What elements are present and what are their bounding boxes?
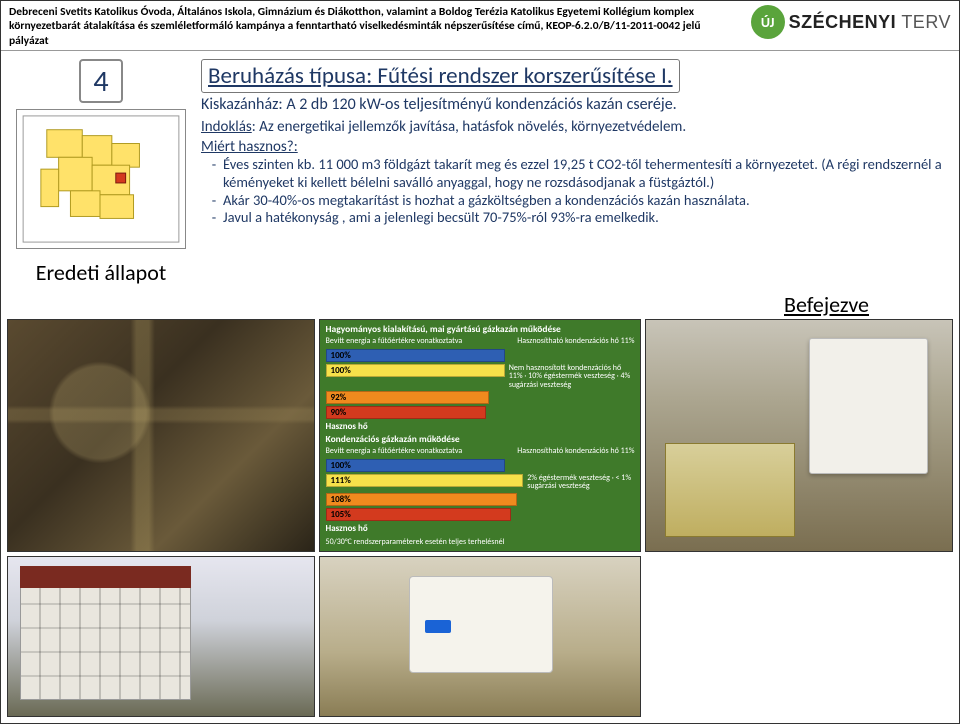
logo-badge-icon: ÚJ <box>751 5 785 39</box>
header-title: Debreceni Svetits Katolikus Óvoda, Által… <box>9 5 751 48</box>
investment-title: Beruházás típusa: Fűtési rendszer korsze… <box>201 59 680 93</box>
completed-label: Befejezve <box>784 291 869 318</box>
bullet-item: -Javul a hatékonyság , ami a jelenlegi b… <box>205 209 949 227</box>
bullet-list: -Éves szinten kb. 11 000 m3 földgázt tak… <box>201 156 949 227</box>
right-column: Beruházás típusa: Fűtési rendszer korsze… <box>201 59 949 286</box>
photo-building-exterior <box>7 556 315 717</box>
floorplan-thumbnail <box>16 109 186 249</box>
efficiency-infographic: Hagyományos kialakítású, mai gyártású gá… <box>319 319 642 552</box>
main-content: 4 Eredeti állapot Beruházás típusa: F <box>1 51 959 286</box>
justification-label: Indoklás <box>201 118 252 136</box>
photo-old-boiler-room <box>7 319 315 552</box>
why-useful-label: Miért hasznos?: <box>201 138 949 156</box>
header: Debreceni Svetits Katolikus Óvoda, Által… <box>1 1 959 51</box>
justification-line: Indoklás: Az energetikai jellemzők javít… <box>201 118 949 136</box>
bullet-item: -Akár 30-40%-os megtakarítást is hozhat … <box>205 192 949 210</box>
photo-gallery: Hagyományos kialakítású, mai gyártású gá… <box>7 319 953 717</box>
bullet-item: -Éves szinten kb. 11 000 m3 földgázt tak… <box>205 156 949 191</box>
photo-new-boilers <box>645 319 953 552</box>
left-column: 4 Eredeti állapot <box>11 59 191 286</box>
szechenyi-logo: ÚJ SZÉCHENYI TERV <box>751 5 951 39</box>
investment-subtitle: Kiskazánház: A 2 db 120 kW-os teljesítmé… <box>201 95 949 114</box>
slide-number: 4 <box>79 59 123 103</box>
original-state-label: Eredeti állapot <box>36 259 166 286</box>
photo-single-boiler <box>319 556 642 717</box>
logo-text: SZÉCHENYI TERV <box>789 12 951 33</box>
justification-text: : Az energetikai jellemzők javítása, hat… <box>252 118 686 136</box>
